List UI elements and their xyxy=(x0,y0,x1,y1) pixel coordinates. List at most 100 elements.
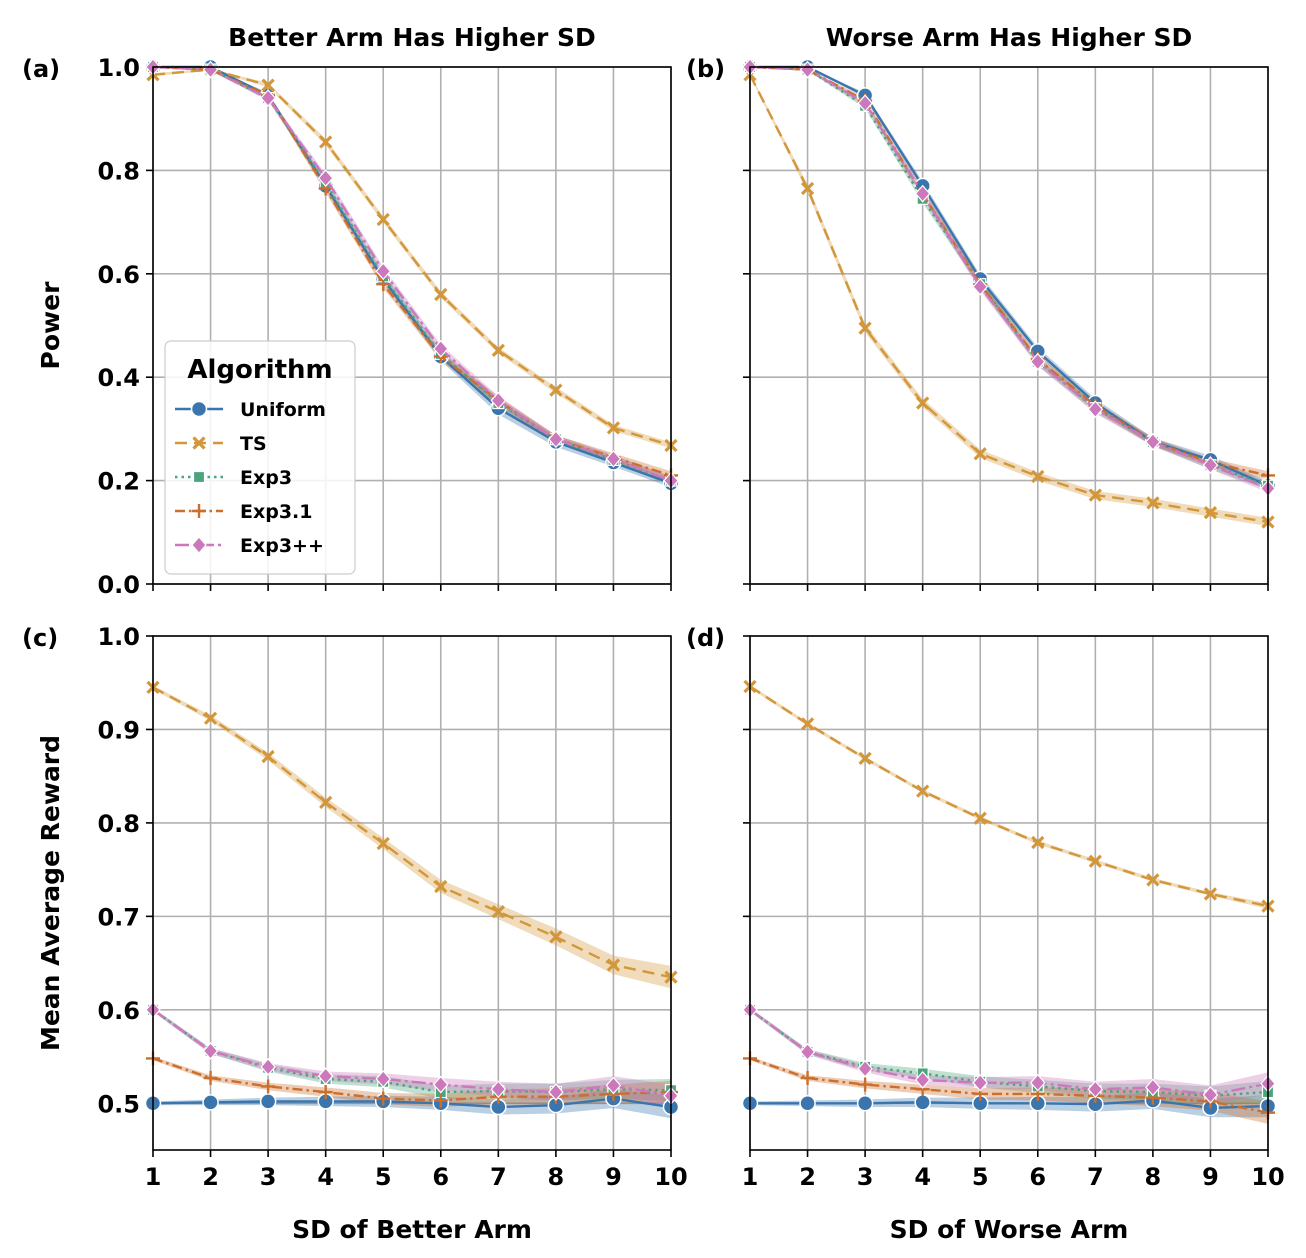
confidence-band-exp3++ xyxy=(153,1007,671,1108)
data-point xyxy=(317,1067,334,1086)
series-ts xyxy=(146,680,678,984)
series-line xyxy=(748,74,1269,524)
data-point xyxy=(1203,506,1218,520)
data-point xyxy=(319,795,333,809)
series-line xyxy=(749,65,1269,487)
data-point xyxy=(914,1070,931,1089)
y-axis-title: Mean Average Reward xyxy=(36,735,65,1051)
data-point xyxy=(260,1057,276,1076)
legend-box xyxy=(164,340,356,575)
data-point xyxy=(1145,1078,1161,1097)
x-tick-label: 4 xyxy=(317,1163,334,1191)
plot-frame xyxy=(152,635,672,1151)
data-point xyxy=(856,1095,874,1112)
panel-label: (d) xyxy=(686,624,725,652)
x-axis-title: SD of Worse Arm xyxy=(890,1215,1129,1244)
x-tick-label: 10 xyxy=(654,1163,687,1191)
data-point xyxy=(491,343,505,357)
data-point xyxy=(548,1083,564,1101)
plot-frame xyxy=(749,635,1269,1151)
x-tick-label: 9 xyxy=(1202,1163,1219,1191)
data-point xyxy=(606,958,621,972)
panel-label: (c) xyxy=(22,624,58,652)
plot-frame xyxy=(749,66,1269,585)
x-tick-label: 1 xyxy=(145,1163,162,1191)
x-tick-label: 8 xyxy=(1145,1163,1162,1191)
x-tick-label: 1 xyxy=(742,1163,759,1191)
series-line xyxy=(152,686,672,979)
x-tick-label: 2 xyxy=(799,1163,816,1191)
x-tick-label: 3 xyxy=(260,1163,277,1191)
data-point xyxy=(491,905,505,919)
data-point xyxy=(203,1071,218,1086)
y-tick-label: 1.0 xyxy=(97,54,140,82)
legend-swatch-marker xyxy=(190,400,208,418)
series-exp3++ xyxy=(145,1000,679,1105)
y-axis-title: Power xyxy=(36,281,65,370)
x-tick-label: 7 xyxy=(490,1163,507,1191)
y-tick-label: 0.6 xyxy=(97,261,140,289)
x-tick-label: 3 xyxy=(857,1163,874,1191)
y-tick-label: 0.7 xyxy=(97,903,140,931)
data-point xyxy=(317,169,334,188)
data-point xyxy=(549,383,563,397)
data-point xyxy=(376,212,390,227)
data-point xyxy=(434,879,448,894)
data-point xyxy=(261,1079,276,1094)
series-line xyxy=(750,65,1269,487)
data-point xyxy=(858,1077,873,1092)
series-line xyxy=(152,65,672,477)
data-point xyxy=(261,749,275,764)
data-point xyxy=(1029,352,1046,371)
data-point xyxy=(800,181,815,196)
data-point xyxy=(261,78,275,92)
series-line xyxy=(749,685,1269,908)
y-tick-label: 0.9 xyxy=(97,716,140,744)
data-point xyxy=(916,784,930,798)
plot-frame xyxy=(152,66,672,585)
series-exp3++ xyxy=(145,58,679,490)
panel-d: 1 2 3 4 5 6 7 8 9 10 (d) SD of Worse Arm xyxy=(686,624,1285,1244)
confidence-band-uniform xyxy=(153,1089,671,1119)
data-point xyxy=(319,135,333,149)
data-point xyxy=(1029,1073,1046,1092)
legend-entry: TS xyxy=(240,433,267,455)
data-point xyxy=(1088,854,1102,868)
panel-c: 1 2 3 4 5 6 7 8 9 10 0.5 0.6 0.7 0.8 0.9 1.0 (c) SD of Be… xyxy=(22,623,688,1244)
x-tick-label: 6 xyxy=(432,1163,449,1191)
data-point xyxy=(548,430,564,449)
data-point xyxy=(1146,873,1160,887)
data-point xyxy=(916,396,930,410)
y-tick-label: 0.5 xyxy=(97,1090,140,1118)
data-point xyxy=(799,1095,816,1112)
x-tick-label: 6 xyxy=(1029,1163,1046,1191)
data-point xyxy=(605,1076,622,1095)
x-tick-label: 9 xyxy=(605,1163,622,1191)
confidence-band-ts xyxy=(153,685,671,989)
series-line xyxy=(749,1008,1269,1097)
confidence-band-exp3++ xyxy=(750,67,1268,493)
legend-swatch-marker xyxy=(192,436,206,450)
data-point xyxy=(1146,496,1160,510)
y-tick-label: 0.4 xyxy=(97,364,140,392)
y-tick-label: 0.8 xyxy=(97,810,140,838)
data-point xyxy=(914,184,931,203)
data-point xyxy=(376,836,390,851)
data-point xyxy=(203,711,218,725)
legend-entry: Exp3 xyxy=(240,467,292,489)
series-uniform xyxy=(741,58,1277,495)
legend-title: Algorithm xyxy=(187,355,332,385)
data-point xyxy=(1031,469,1045,484)
data-point xyxy=(973,447,987,461)
panel-b: (b) Worse Arm Has Higher SD xyxy=(686,23,1277,591)
x-tick-label: 10 xyxy=(1251,1163,1284,1191)
x-tick-label: 4 xyxy=(914,1163,931,1191)
data-point xyxy=(972,277,989,296)
data-point xyxy=(857,1059,873,1078)
x-axis-title: SD of Better Arm xyxy=(292,1215,532,1244)
confidence-band-exp3++ xyxy=(750,1007,1268,1105)
x-tick-label: 2 xyxy=(202,1163,219,1191)
data-point xyxy=(434,287,448,302)
data-point xyxy=(858,321,872,335)
